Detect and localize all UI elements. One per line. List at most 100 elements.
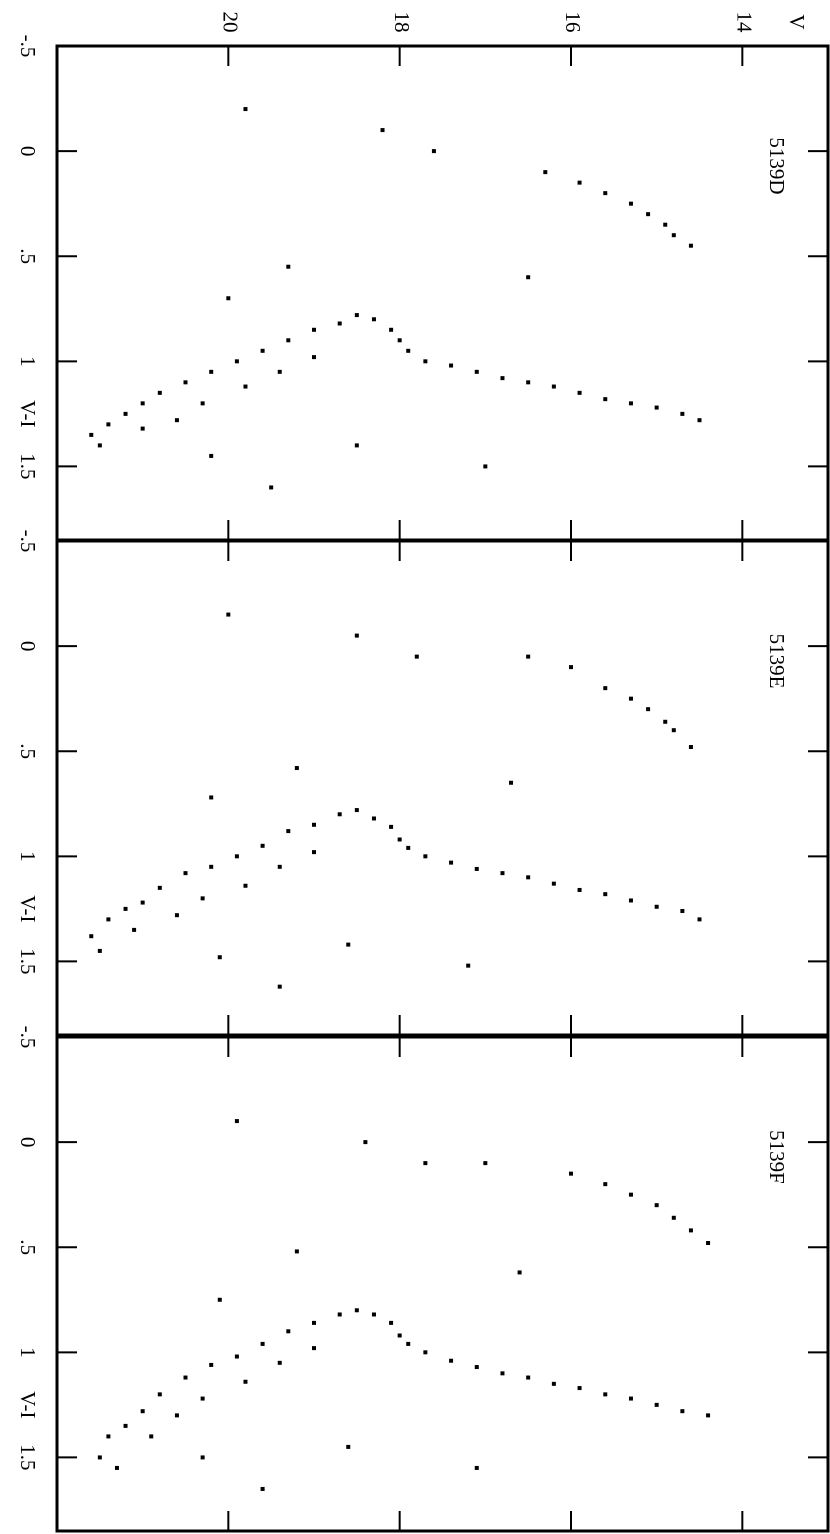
data-point [346,942,351,947]
data-point [174,913,179,918]
data-point [183,380,188,385]
data-point [628,401,633,406]
data-point [423,854,428,859]
data-point [97,1455,102,1460]
data-point [277,369,282,374]
data-point [200,1455,205,1460]
data-point [174,1413,179,1418]
data-point [234,359,239,364]
data-point [526,875,531,880]
x-tick-label: 1 [16,1347,40,1358]
data-point [697,418,702,423]
data-point [474,866,479,871]
data-point [200,1396,205,1401]
data-point [200,401,205,406]
y-tick-label: 16 [561,12,585,33]
data-point [123,411,128,416]
data-point [157,885,162,890]
data-point [140,426,145,431]
data-point [663,719,668,724]
data-point [354,808,359,813]
data-point [551,384,556,389]
data-point [680,1409,685,1414]
data-point [106,422,111,427]
data-point [217,955,222,960]
data-point [312,327,316,332]
data-point [234,1119,239,1124]
data-point [123,906,128,911]
data-point [406,845,411,850]
data-point [157,1392,162,1397]
data-point [346,1444,351,1449]
data-point [483,464,488,469]
data-point [114,1465,119,1470]
data-point [474,1465,479,1470]
data-point [286,1329,291,1334]
x-tick-label: -.5 [16,530,40,553]
data-point [97,948,102,953]
x-axis-label: V-I [16,1391,40,1418]
data-point [217,1297,222,1302]
data-point [603,191,608,196]
plot-frame [55,1035,830,1533]
data-point [671,1215,676,1220]
data-point [449,363,454,368]
panel-title: 5139E [765,634,789,689]
data-point [551,881,556,886]
data-point [423,1161,428,1166]
data-point [654,1203,659,1208]
data-point [260,348,265,353]
x-tick-label: 1 [16,356,40,367]
data-point [354,1308,359,1313]
x-tick-label: 0 [16,641,40,652]
data-point [414,654,419,659]
data-point [294,766,299,771]
data-point [397,837,402,842]
data-point [337,321,342,326]
data-point [646,707,651,712]
data-point [628,696,633,701]
data-point [269,485,274,490]
data-point [389,1320,394,1325]
data-point [389,824,394,829]
data-point [243,883,248,888]
data-point [474,1365,479,1370]
data-point [603,892,608,897]
x-tick-label: 0 [16,146,40,157]
data-point [526,1375,531,1380]
data-point [132,927,137,932]
data-point [312,822,316,827]
data-point [577,390,582,395]
data-point [628,201,633,206]
data-point [697,917,702,922]
data-point [226,296,231,301]
data-point [449,860,454,865]
data-point [312,1346,316,1351]
data-point [354,313,359,318]
data-point [209,1362,214,1367]
data-point [286,829,291,834]
data-point [543,170,548,175]
data-point [371,1312,376,1317]
data-point [89,934,94,939]
data-point [234,1354,239,1359]
data-point [286,338,291,343]
data-point [628,898,633,903]
data-point [603,686,608,691]
x-tick-label: 0 [16,1137,40,1148]
data-point [551,1381,556,1386]
data-point [89,432,94,437]
data-point [286,264,291,269]
data-point [397,1333,402,1338]
data-point [646,212,651,217]
data-point [628,1192,633,1197]
data-point [466,963,471,968]
data-point [183,1375,188,1380]
x-tick-label: .5 [16,248,40,264]
data-point [106,1434,111,1439]
data-point [688,745,693,750]
data-point [706,1413,711,1418]
data-point [671,728,676,733]
data-point [526,380,531,385]
panel-title: 5139D [765,137,789,194]
